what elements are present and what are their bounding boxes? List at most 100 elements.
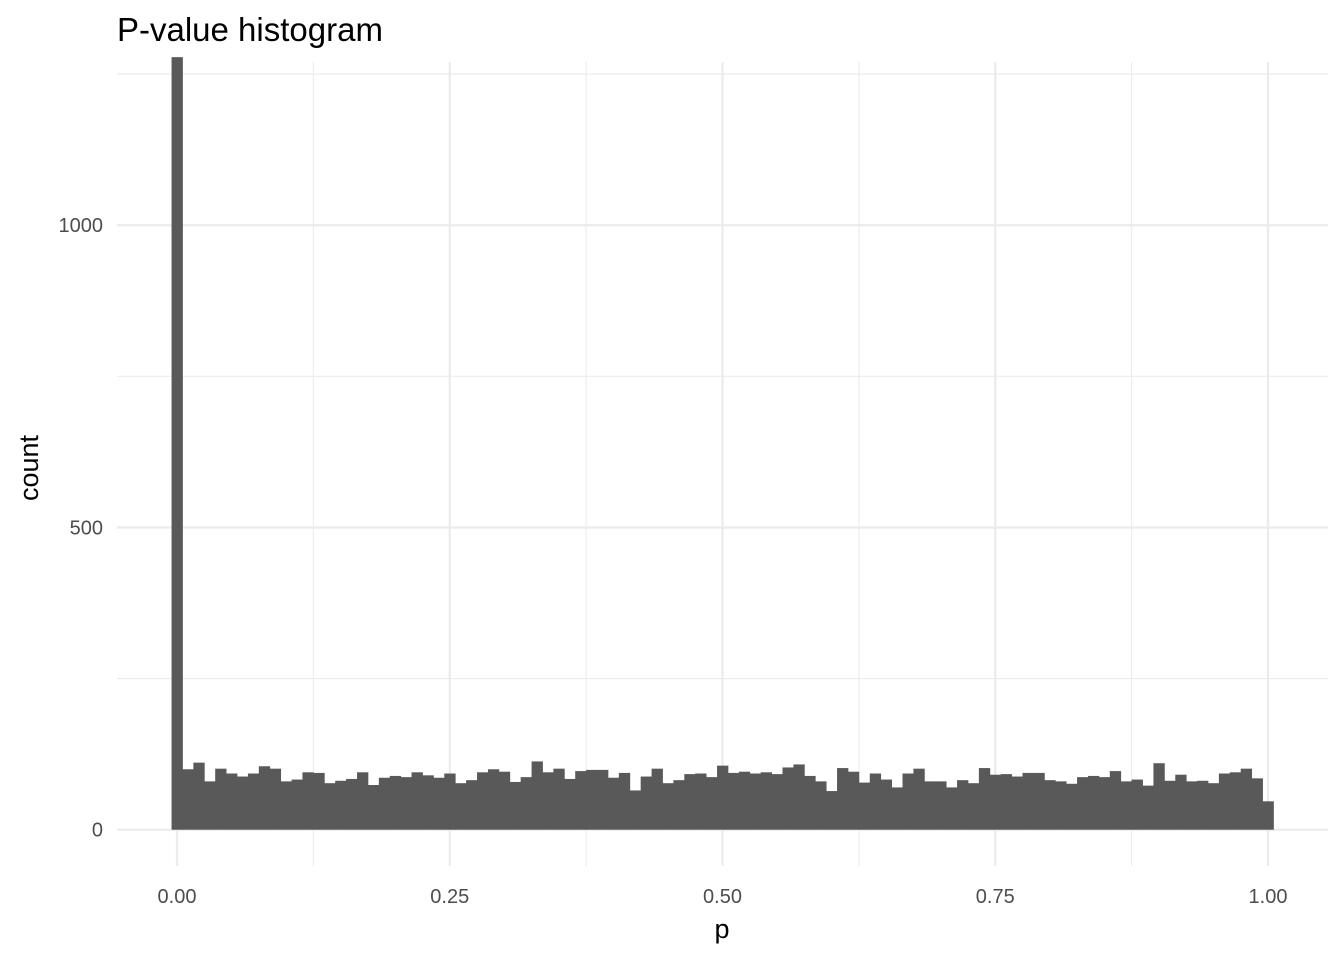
x-tick-label: 0.25 xyxy=(430,886,469,908)
histogram-bar xyxy=(1186,781,1198,830)
histogram-bar xyxy=(367,784,380,830)
histogram-bar xyxy=(422,775,434,830)
histogram-bar xyxy=(182,769,194,830)
y-axis-title: count xyxy=(14,434,44,501)
histogram-bar xyxy=(891,787,903,830)
histogram-bar xyxy=(324,783,336,830)
histogram-bar xyxy=(433,777,445,830)
y-tick-label: 500 xyxy=(70,517,103,539)
histogram-bar xyxy=(946,787,958,830)
histogram-bar xyxy=(760,772,772,830)
histogram-bar xyxy=(869,773,882,830)
histogram-bar xyxy=(498,771,511,830)
x-tick-label: 0.50 xyxy=(703,886,742,908)
histogram-bar xyxy=(335,780,347,830)
histogram-bar xyxy=(542,772,554,830)
histogram-bar xyxy=(1120,781,1133,830)
histogram-bar xyxy=(967,783,980,830)
y-tick-label: 1000 xyxy=(59,215,104,237)
grid-lines xyxy=(117,62,1328,866)
y-tick-labels: 0 500 1000 xyxy=(59,215,104,842)
histogram-bar xyxy=(989,774,1002,830)
histogram-bar xyxy=(662,783,674,830)
histogram-bar xyxy=(346,778,358,830)
histogram-bar xyxy=(782,767,794,830)
histogram-bar xyxy=(237,776,249,830)
histogram-bar xyxy=(204,781,216,830)
histogram-bar xyxy=(847,771,860,830)
histogram-bar xyxy=(247,773,260,830)
histogram-bar xyxy=(531,761,543,830)
histogram-bar xyxy=(357,772,369,830)
histogram-bar xyxy=(1066,783,1078,830)
histogram-bar xyxy=(1087,775,1100,830)
histogram-bar xyxy=(1240,768,1253,830)
histogram-bar xyxy=(717,765,729,830)
histogram-bar xyxy=(738,771,751,830)
histogram-bar xyxy=(466,780,478,830)
histogram-bar xyxy=(520,777,532,830)
histogram-bar xyxy=(1207,783,1220,830)
histogram-bar xyxy=(564,778,576,830)
histogram-bar xyxy=(193,762,205,830)
histogram-bar xyxy=(1229,772,1242,830)
histogram-bar xyxy=(1044,780,1056,830)
histogram-bar xyxy=(215,768,227,830)
histogram-bar xyxy=(302,772,314,830)
histogram-bar xyxy=(313,772,325,830)
histogram-bar xyxy=(226,773,238,830)
histogram-bar xyxy=(1175,774,1187,830)
histogram-bar xyxy=(815,781,827,830)
histogram-bar xyxy=(477,772,489,830)
histogram-bar xyxy=(749,773,762,830)
histogram-bar xyxy=(553,768,565,830)
histogram-bar xyxy=(706,777,718,830)
histogram-bar xyxy=(804,775,816,830)
histogram-bar xyxy=(1022,772,1034,830)
histogram-bar xyxy=(727,772,740,830)
x-tick-labels: 0.00 0.25 0.50 0.75 1.00 xyxy=(158,886,1288,908)
histogram-bar xyxy=(411,772,423,830)
histogram-bar xyxy=(1262,801,1274,830)
histogram-bar xyxy=(1033,772,1045,830)
histogram-bar xyxy=(1218,773,1231,830)
histogram-bar xyxy=(378,777,391,830)
histogram-bar xyxy=(1011,776,1023,830)
histogram-bar xyxy=(1000,774,1013,830)
histogram-bar xyxy=(1197,780,1209,830)
histogram-bar xyxy=(695,773,707,830)
x-axis-title: p xyxy=(714,914,729,944)
histogram-bar xyxy=(978,768,991,830)
histogram-bar xyxy=(902,773,914,830)
histogram-bar xyxy=(629,790,642,830)
histogram-bar xyxy=(673,780,685,830)
histogram-bar xyxy=(389,775,402,830)
histogram-bar xyxy=(1164,780,1176,830)
histogram-bar xyxy=(1098,777,1111,830)
histogram-bar xyxy=(837,768,849,830)
histogram-bar xyxy=(455,783,467,830)
histogram-bar xyxy=(684,774,696,830)
histogram-bars xyxy=(171,57,1274,830)
histogram-bar xyxy=(1251,778,1263,830)
histogram-bar xyxy=(607,777,620,830)
histogram-bar xyxy=(793,764,805,830)
histogram-bar xyxy=(1153,763,1165,830)
histogram-bar xyxy=(1131,779,1143,830)
histogram-bar xyxy=(444,773,456,830)
histogram-bar xyxy=(586,769,598,830)
histogram-bar xyxy=(575,771,587,830)
histogram-bar xyxy=(771,774,783,830)
histogram-bar xyxy=(913,768,925,830)
histogram-bar xyxy=(509,781,522,830)
histogram-bar xyxy=(291,779,303,830)
histogram-bar xyxy=(280,781,292,830)
histogram-bar xyxy=(957,780,969,830)
y-tick-label: 0 xyxy=(92,820,103,842)
histogram-bar xyxy=(880,779,893,830)
histogram-bar xyxy=(1055,781,1067,830)
histogram-bar xyxy=(487,769,500,830)
histogram-bar xyxy=(858,782,871,830)
histogram-bar xyxy=(935,781,947,830)
